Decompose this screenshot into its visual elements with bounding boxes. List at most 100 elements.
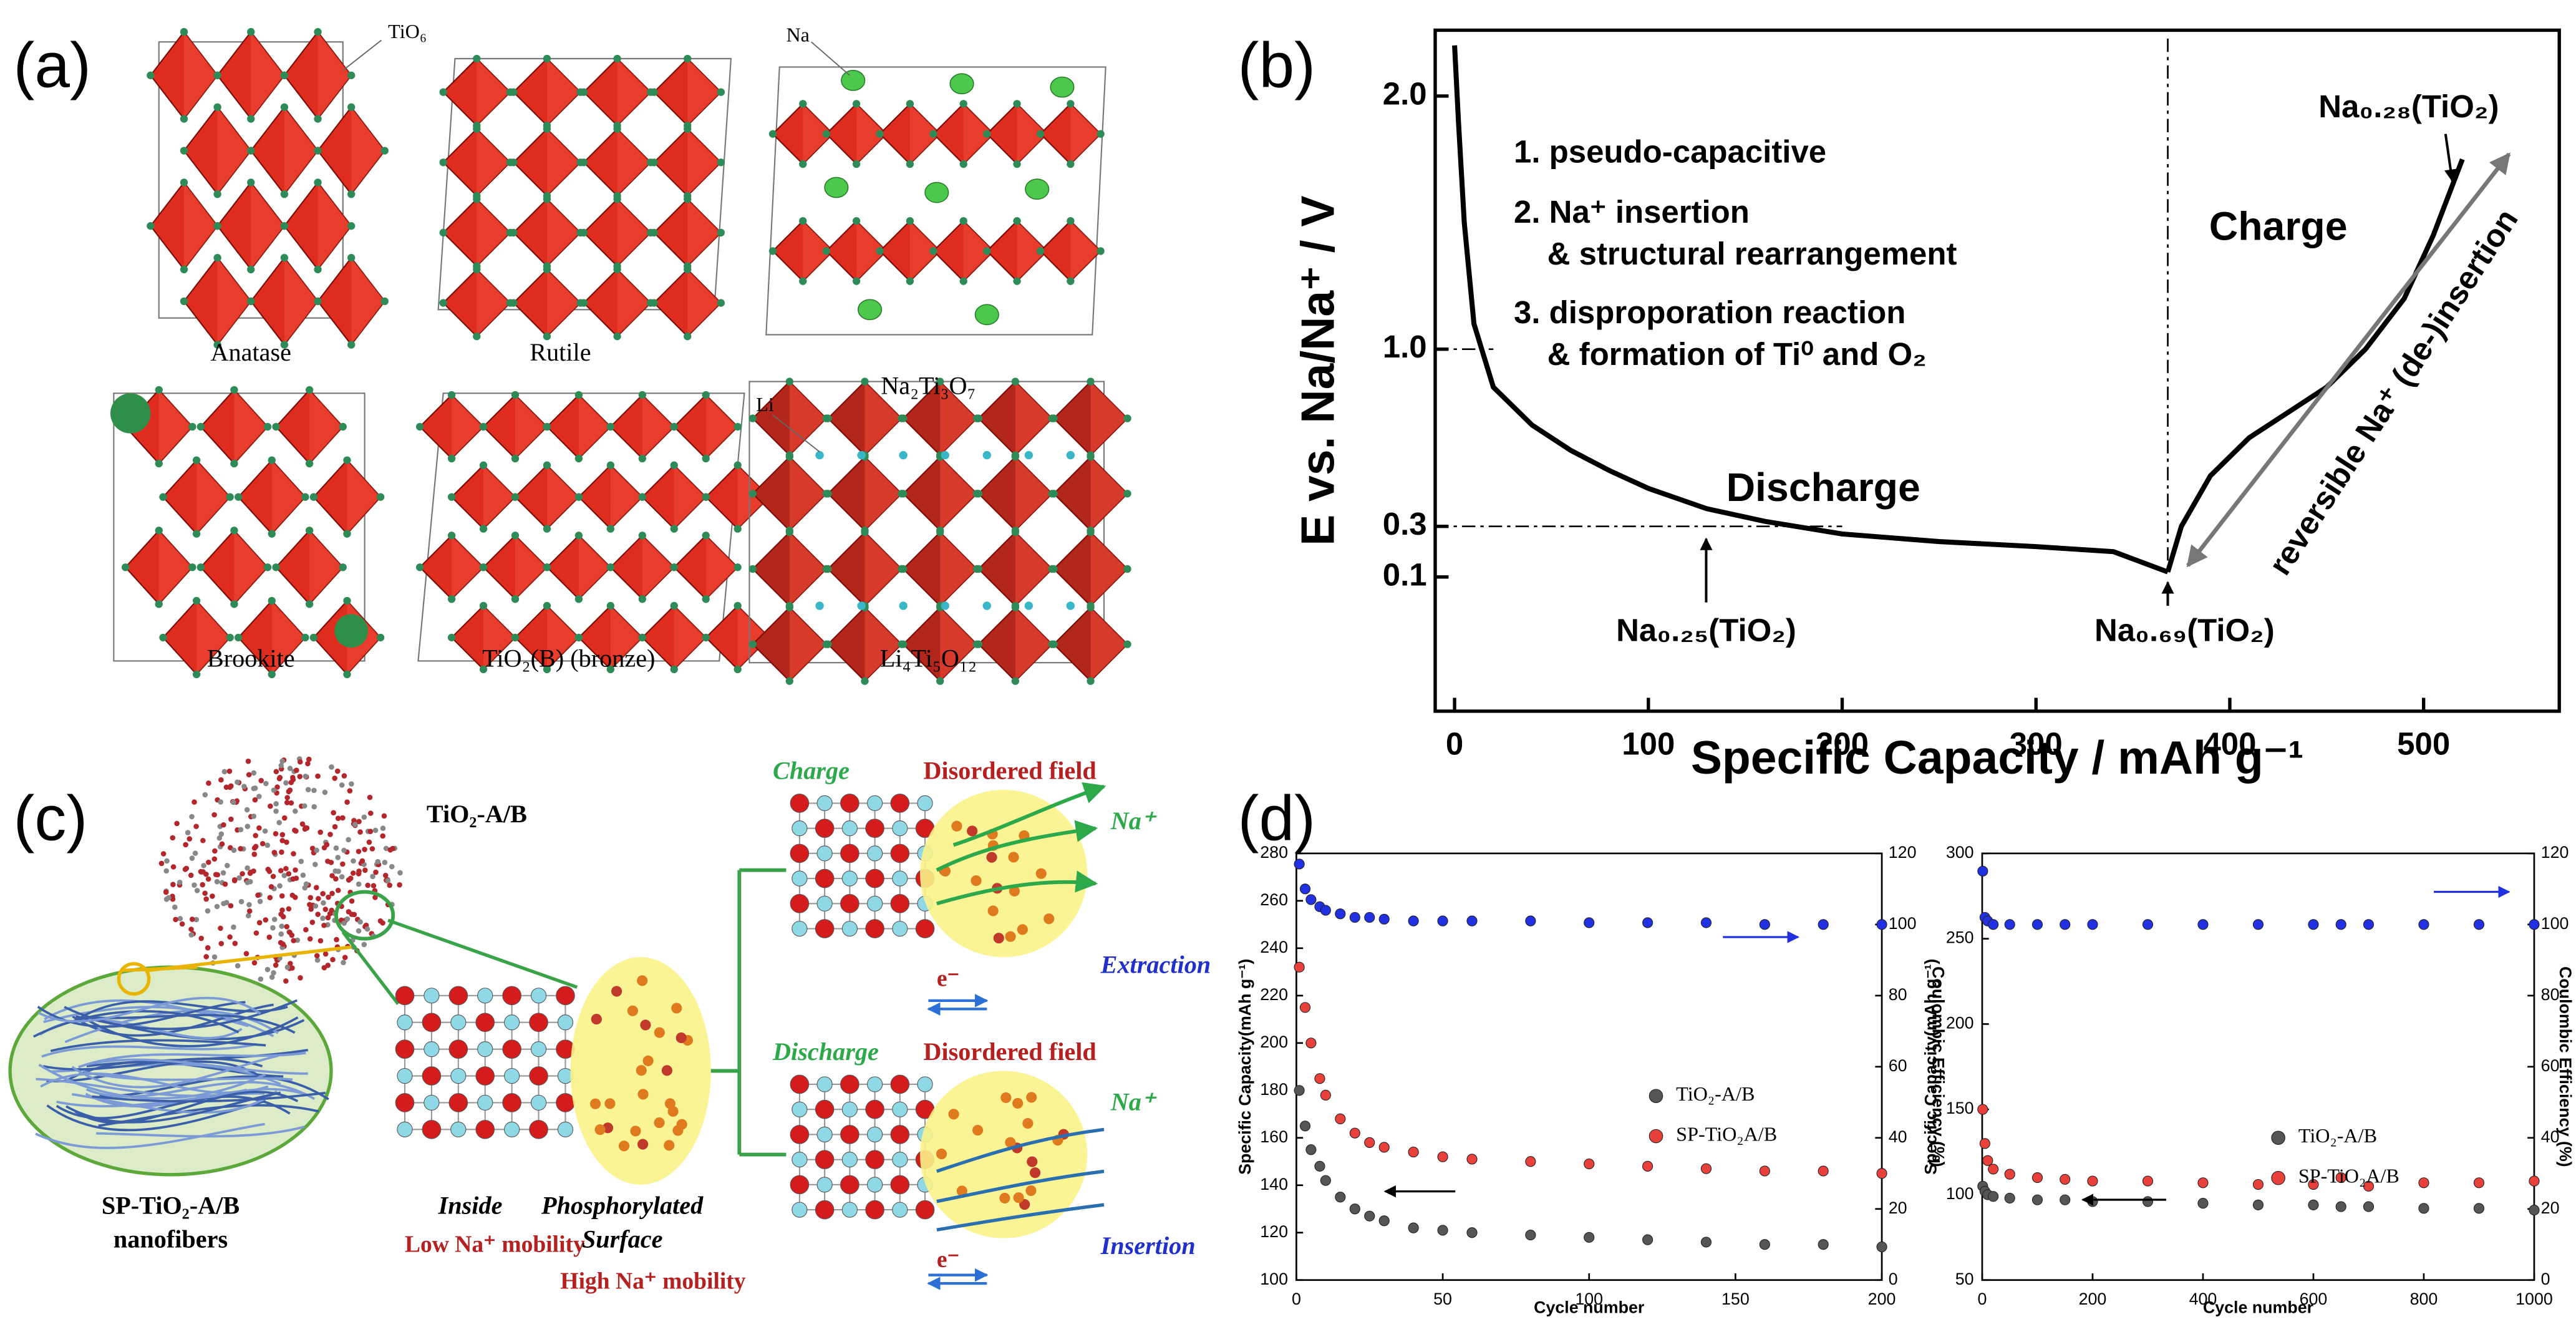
oxygen-atom — [702, 532, 710, 540]
atom-dot — [397, 882, 402, 888]
oxygen-atom — [347, 341, 356, 349]
fiber-label: SP-TiO₂-A/B — [102, 1192, 240, 1220]
atom-dot — [263, 780, 269, 787]
oxygen-atom — [613, 195, 621, 203]
atom — [865, 919, 884, 938]
atom — [917, 795, 933, 812]
octahedron-face — [789, 532, 826, 606]
data-point — [2308, 1199, 2319, 1210]
data-point — [1294, 858, 1305, 870]
oxygen-atom — [684, 125, 692, 133]
atom-dot — [245, 758, 251, 764]
octahedron-face — [284, 258, 318, 345]
oxygen-atom — [268, 670, 276, 679]
data-point — [1525, 1229, 1536, 1241]
data-point — [1876, 1241, 1887, 1253]
atom-dot — [216, 835, 223, 841]
data-point — [2335, 1172, 2346, 1184]
data-point — [2142, 1196, 2154, 1207]
atom-dot — [189, 855, 195, 861]
atom — [450, 1067, 467, 1084]
octahedron-face — [610, 465, 642, 529]
oxygen-atom — [717, 158, 725, 167]
curve — [1452, 45, 2169, 575]
data-point — [1437, 1225, 1448, 1236]
oxygen-atom — [314, 115, 322, 123]
oxygen-atom — [684, 333, 692, 341]
atom-dot — [347, 875, 354, 882]
octahedron-face — [477, 59, 510, 126]
atom-dot — [370, 883, 377, 888]
data-point — [1408, 915, 1419, 926]
atom-dot — [244, 807, 250, 813]
oxygen-atom — [234, 633, 243, 642]
oxygen-atom — [702, 454, 710, 463]
atom — [892, 820, 908, 837]
atom-dot — [283, 780, 289, 786]
atom — [866, 1126, 883, 1143]
atom-dot — [290, 876, 296, 882]
atom-dot — [188, 872, 194, 878]
oxygen-atom — [638, 493, 646, 501]
atom-dot — [223, 784, 230, 790]
data-point — [1525, 1156, 1536, 1167]
data-point — [2418, 1203, 2429, 1214]
octahedron-face — [687, 59, 721, 126]
atom-dot — [382, 872, 389, 878]
zoom-ring — [334, 890, 395, 941]
region-label: Phosphorylated — [541, 1192, 704, 1220]
atom-dot — [373, 869, 379, 875]
oxygen-atom — [447, 633, 456, 642]
atom-dot — [279, 907, 285, 913]
data-point — [2363, 919, 2375, 930]
oxygen-atom — [684, 195, 692, 203]
octahedron-face — [610, 605, 642, 669]
atom-dot — [269, 974, 275, 980]
oxygen-atom — [734, 665, 742, 674]
atom — [816, 795, 833, 812]
oxygen-atom — [510, 88, 518, 96]
oxygen-atom — [247, 147, 255, 155]
atom — [840, 894, 859, 913]
chart: 0 200 400 600 800 1000 50 100 150 200 250 300 0 20 40 6… — [1922, 843, 2575, 1316]
atom — [915, 1200, 935, 1220]
atom — [915, 919, 935, 938]
nanofiber — [71, 1054, 279, 1089]
atom — [865, 1099, 884, 1119]
oxygen-atom — [347, 190, 356, 198]
atom — [815, 868, 835, 888]
oxygen-atom — [1087, 603, 1095, 611]
data-point — [1299, 1002, 1311, 1013]
oxygen-atom — [852, 100, 861, 108]
legend-label: TiO₂-A/B — [2298, 1124, 2377, 1147]
atom — [397, 1121, 413, 1137]
octahedron-face — [217, 258, 251, 345]
x-tick-label: 0 — [1292, 1290, 1301, 1308]
octahedron-face — [546, 465, 579, 529]
y-axis-title: E vs. Na/Na⁺ / V — [1291, 196, 1344, 546]
phosphate-atom — [611, 986, 622, 997]
atom — [816, 845, 833, 862]
atom — [792, 1202, 808, 1218]
atom — [477, 988, 493, 1004]
atom — [890, 1074, 910, 1094]
atom — [792, 820, 808, 837]
atom — [890, 1175, 910, 1195]
atom-dot — [236, 875, 242, 881]
octahedron-face — [1070, 104, 1101, 164]
y-tick-label: 180 — [1260, 1080, 1288, 1099]
data-point — [2087, 1175, 2098, 1187]
atom-dot — [225, 863, 230, 868]
atom — [502, 1039, 521, 1059]
annotation: Na₀.₂₈(TiO₂) — [2318, 89, 2499, 124]
data-point — [2197, 1177, 2209, 1189]
atom-dot — [218, 941, 225, 946]
octahedron-face — [477, 199, 510, 266]
data-point — [2363, 1180, 2375, 1192]
atom-dot — [251, 852, 258, 857]
phosphate-atom — [1009, 885, 1020, 897]
oxygen-atom — [959, 216, 967, 225]
octahedron-face — [546, 199, 581, 266]
phosphate-atom — [667, 1106, 679, 1117]
